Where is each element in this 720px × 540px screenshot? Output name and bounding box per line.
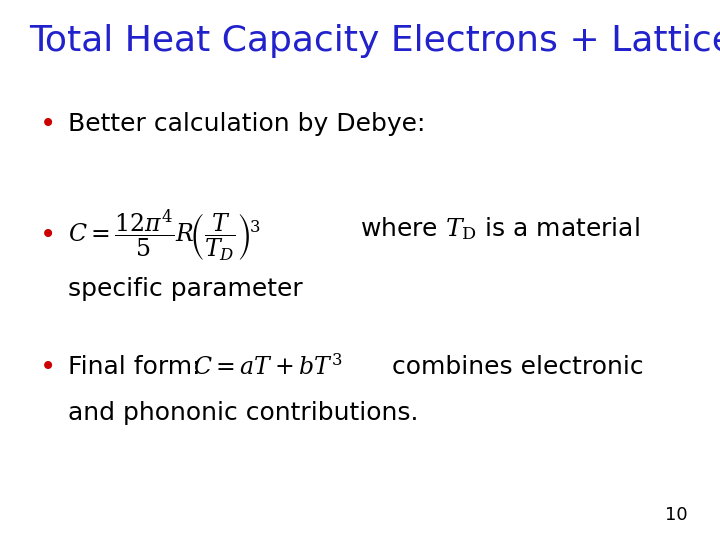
Text: where $T_{\mathrm{D}}$ is a material: where $T_{\mathrm{D}}$ is a material (360, 215, 640, 242)
Text: and phononic contributions.: and phononic contributions. (68, 401, 419, 425)
Text: Better calculation by Debye:: Better calculation by Debye: (68, 112, 426, 136)
Text: Total Heat Capacity Electrons + Lattice: Total Heat Capacity Electrons + Lattice (29, 24, 720, 58)
Text: $C = \dfrac{12\pi^4}{5}R\!\left(\dfrac{T}{T_D}\right)^{\!3}$: $C = \dfrac{12\pi^4}{5}R\!\left(\dfrac{T… (68, 207, 261, 263)
Text: Final form:: Final form: (68, 355, 201, 379)
Text: •: • (40, 353, 56, 381)
Text: specific parameter: specific parameter (68, 277, 303, 301)
Text: •: • (40, 221, 56, 249)
Text: combines electronic: combines electronic (392, 355, 644, 379)
Text: 10: 10 (665, 506, 688, 524)
Text: •: • (40, 110, 56, 138)
Text: $C = aT + bT^3$: $C = aT + bT^3$ (193, 354, 342, 380)
